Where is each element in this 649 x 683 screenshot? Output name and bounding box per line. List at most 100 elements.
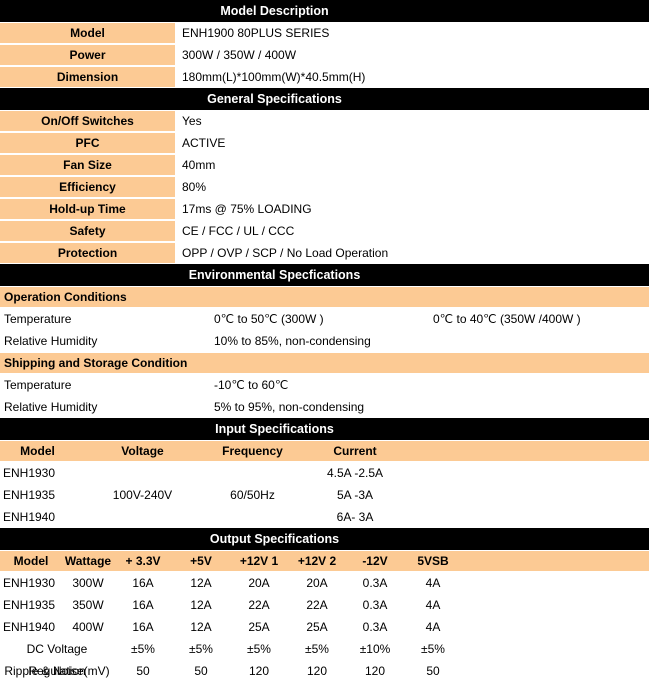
cell-12v1: 20A xyxy=(248,576,270,590)
env-label-temperature: Temperature xyxy=(4,378,72,392)
cell-voltage xyxy=(75,462,210,484)
section-title: Model Description xyxy=(220,4,329,18)
row-label-pfc: PFC xyxy=(0,132,177,154)
table-row: ENH1930 4.5A -2.5A xyxy=(0,462,649,484)
cell-frequency: 60/50Hz xyxy=(230,488,275,502)
env-label-temperature: Temperature xyxy=(4,312,72,326)
cell-current: 6A- 3A xyxy=(336,510,374,524)
row-label-power: Power xyxy=(0,44,177,66)
section-title: Input Specifications xyxy=(215,422,334,436)
column-header-neg12v: -12V xyxy=(362,554,388,568)
cell-model: ENH1930 xyxy=(3,466,56,480)
env-label-relative-humidity: Relative Humidity xyxy=(4,400,98,414)
row-label-efficiency: Efficiency xyxy=(0,176,177,198)
section-title: General Specifications xyxy=(207,92,342,106)
cell-5v: 12A xyxy=(190,598,212,612)
cell-model: ENH1935 xyxy=(3,598,56,612)
table-row: Efficiency 80% xyxy=(0,176,649,198)
row-value-fan-size: 40mm xyxy=(182,158,216,172)
cell-model: ENH1930 xyxy=(3,576,56,590)
table-row: Relative Humidity 10% to 85%, non-conden… xyxy=(0,330,649,352)
cell-wattage: 300W xyxy=(72,576,104,590)
cell-current: 5A -3A xyxy=(336,488,374,502)
cell-12v1: 120 xyxy=(248,664,270,678)
section-title: Output Specifications xyxy=(209,532,340,546)
table-row: ENH1940 6A- 3A xyxy=(0,506,649,528)
row-label-fan-size: Fan Size xyxy=(0,154,177,176)
section-header-general-specifications: General Specifications xyxy=(0,88,649,110)
cell-neg12v: 120 xyxy=(364,664,386,678)
row-value-hold-up-time: 17ms @ 75% LOADING xyxy=(182,202,312,216)
cell-model: ENH1935 xyxy=(3,488,56,502)
table-row: Relative Humidity 5% to 95%, non-condens… xyxy=(0,396,649,418)
section-header-output-specifications: Output Specifications xyxy=(0,528,649,550)
table-row: Hold-up Time 17ms @ 75% LOADING xyxy=(0,198,649,220)
env-value-relative-humidity: 5% to 95%, non-condensing xyxy=(214,400,365,414)
column-header-12v2: +12V 2 xyxy=(297,554,337,568)
cell-model: ENH1940 xyxy=(3,620,56,634)
cell-12v2: 22A xyxy=(306,598,328,612)
column-header-model: Model xyxy=(20,444,55,458)
input-table-header: Model Voltage Frequency Current xyxy=(0,440,649,462)
row-value-safety: CE / FCC / UL / CCC xyxy=(182,224,295,238)
cell-12v1: ±5% xyxy=(247,642,271,656)
cell-wattage: 400W xyxy=(72,620,104,634)
section-header-environmental-specifications: Environmental Specfications xyxy=(0,264,649,286)
table-row: Power 300W / 350W / 400W xyxy=(0,44,649,66)
table-row-ripple-noise: Ripple & Noise(mV) 50 50 120 120 120 50 xyxy=(0,660,649,682)
cell-voltage xyxy=(75,506,210,528)
cell-frequency xyxy=(210,462,295,484)
cell-3v3: 16A xyxy=(132,620,154,634)
column-header-3v3: + 3.3V xyxy=(125,554,161,568)
cell-3v3: 16A xyxy=(132,576,154,590)
column-header-model: Model xyxy=(13,554,49,568)
section-header-input-specifications: Input Specifications xyxy=(0,418,649,440)
table-row: On/Off Switches Yes xyxy=(0,110,649,132)
table-row: PFC ACTIVE xyxy=(0,132,649,154)
cell-5v: 50 xyxy=(194,664,208,678)
cell-current: 4.5A -2.5A xyxy=(326,466,384,480)
row-label-protection: Protection xyxy=(0,242,177,264)
column-header-5vsb: 5VSB xyxy=(417,554,449,568)
table-row: ENH1940 400W 16A 12A 25A 25A 0.3A 4A xyxy=(0,616,649,638)
column-header-frequency: Frequency xyxy=(222,444,283,458)
table-row: Fan Size 40mm xyxy=(0,154,649,176)
table-row: Safety CE / FCC / UL / CCC xyxy=(0,220,649,242)
table-row: Temperature 0℃ to 50℃ (300W ) 0℃ to 40℃ … xyxy=(0,308,649,330)
cell-wattage: 350W xyxy=(72,598,104,612)
table-row: Temperature -10℃ to 60℃ xyxy=(0,374,649,396)
cell-3v3: 50 xyxy=(136,664,150,678)
row-value-protection: OPP / OVP / SCP / No Load Operation xyxy=(182,246,389,260)
env-value-temperature-1: 0℃ to 50℃ (300W ) xyxy=(214,312,324,326)
cell-5v: 12A xyxy=(190,620,212,634)
row-value-on-off-switches: Yes xyxy=(182,114,202,128)
cell-5v: 12A xyxy=(190,576,212,590)
cell-5vsb: 4A xyxy=(425,576,441,590)
cell-neg12v: 0.3A xyxy=(362,620,388,634)
column-header-5v: +5V xyxy=(190,554,212,568)
table-row: Protection OPP / OVP / SCP / No Load Ope… xyxy=(0,242,649,264)
row-value-pfc: ACTIVE xyxy=(182,136,226,150)
cell-neg12v: ±10% xyxy=(359,642,391,656)
row-value-efficiency: 80% xyxy=(182,180,207,194)
row-label-on-off-switches: On/Off Switches xyxy=(0,110,177,132)
cell-12v1: 25A xyxy=(248,620,270,634)
cell-model: ENH1940 xyxy=(3,510,56,524)
cell-12v2: 120 xyxy=(306,664,328,678)
table-row: ENH1930 300W 16A 12A 20A 20A 0.3A 4A xyxy=(0,572,649,594)
table-row: Model ENH1900 80PLUS SERIES xyxy=(0,22,649,44)
cell-neg12v: 0.3A xyxy=(362,598,388,612)
env-label-relative-humidity: Relative Humidity xyxy=(4,334,98,348)
row-label-hold-up-time: Hold-up Time xyxy=(0,198,177,220)
cell-12v2: 25A xyxy=(306,620,328,634)
cell-voltage: 100V-240V xyxy=(112,488,173,502)
cell-5v: ±5% xyxy=(189,642,213,656)
row-label-dimension: Dimension xyxy=(0,66,177,88)
cell-5vsb: ±5% xyxy=(421,642,445,656)
column-header-wattage: Wattage xyxy=(64,554,112,568)
cell-neg12v: 0.3A xyxy=(362,576,388,590)
cell-12v2: ±5% xyxy=(305,642,329,656)
cell-5vsb: 50 xyxy=(426,664,440,678)
section-title: Environmental Specfications xyxy=(188,268,361,282)
